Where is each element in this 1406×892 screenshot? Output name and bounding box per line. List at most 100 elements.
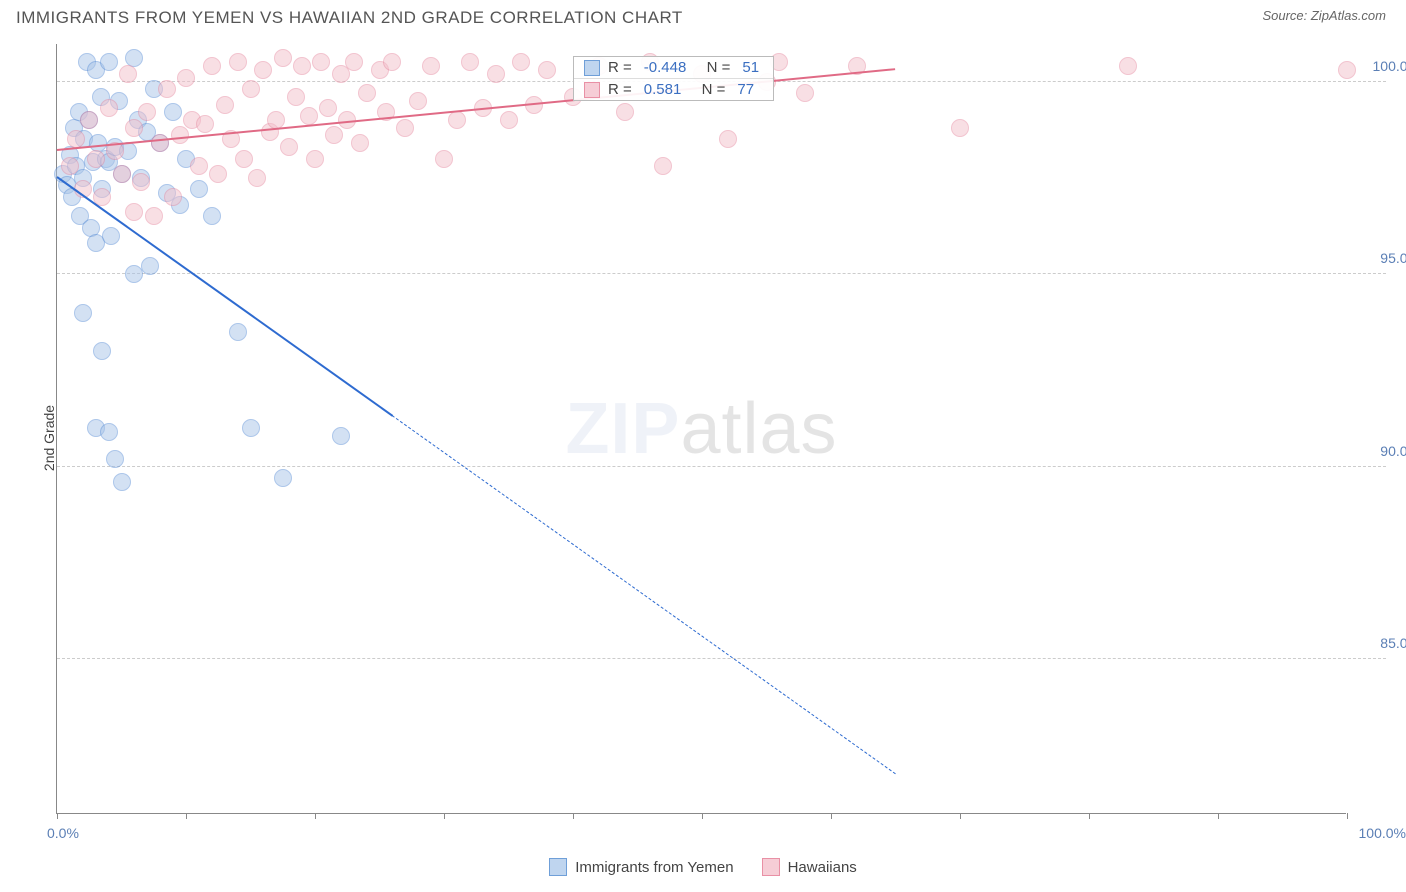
- x-tick: [702, 813, 703, 819]
- scatter-point-yemen: [242, 419, 260, 437]
- scatter-point-hawaiians: [654, 157, 672, 175]
- scatter-point-hawaiians: [1119, 57, 1137, 75]
- scatter-point-hawaiians: [512, 53, 530, 71]
- scatter-point-hawaiians: [274, 49, 292, 67]
- stats-n-value: 77: [733, 81, 758, 98]
- y-tick-label: 100.0%: [1373, 58, 1406, 74]
- scatter-point-hawaiians: [319, 99, 337, 117]
- scatter-point-hawaiians: [351, 134, 369, 152]
- scatter-point-hawaiians: [422, 57, 440, 75]
- x-tick: [573, 813, 574, 819]
- scatter-point-hawaiians: [538, 61, 556, 79]
- scatter-point-hawaiians: [216, 96, 234, 114]
- scatter-point-hawaiians: [151, 134, 169, 152]
- scatter-point-yemen: [100, 423, 118, 441]
- stats-row-hawaiians: R = 0.581 N = 77: [574, 79, 773, 100]
- scatter-point-hawaiians: [196, 115, 214, 133]
- scatter-point-hawaiians: [113, 165, 131, 183]
- scatter-point-yemen: [332, 427, 350, 445]
- scatter-point-hawaiians: [306, 150, 324, 168]
- x-tick: [57, 813, 58, 819]
- scatter-point-hawaiians: [409, 92, 427, 110]
- scatter-point-hawaiians: [209, 165, 227, 183]
- scatter-point-hawaiians: [500, 111, 518, 129]
- scatter-point-yemen: [190, 180, 208, 198]
- stats-r-value: -0.448: [640, 59, 691, 76]
- scatter-point-hawaiians: [396, 119, 414, 137]
- scatter-point-hawaiians: [229, 53, 247, 71]
- stats-row-yemen: R = -0.448 N = 51: [574, 57, 773, 79]
- gridline-h: [57, 658, 1386, 659]
- scatter-point-hawaiians: [796, 84, 814, 102]
- legend-item-yemen: Immigrants from Yemen: [549, 858, 733, 876]
- legend-swatch-icon: [584, 82, 600, 98]
- scatter-point-hawaiians: [345, 53, 363, 71]
- x-tick: [186, 813, 187, 819]
- scatter-point-hawaiians: [80, 111, 98, 129]
- stats-n-label: N =: [698, 59, 730, 76]
- scatter-point-yemen: [113, 473, 131, 491]
- chart-area: 2nd Grade ZIPatlas 0.0% 100.0% 85.0%90.0…: [48, 44, 1386, 832]
- stats-r-value: 0.581: [640, 81, 686, 98]
- scatter-point-yemen: [93, 342, 111, 360]
- stats-r-label: R =: [608, 59, 632, 76]
- scatter-point-hawaiians: [461, 53, 479, 71]
- trend-line: [392, 416, 896, 775]
- y-tick-label: 85.0%: [1380, 635, 1406, 651]
- scatter-point-hawaiians: [293, 57, 311, 75]
- legend-swatch-icon: [762, 858, 780, 876]
- scatter-point-hawaiians: [616, 103, 634, 121]
- scatter-point-hawaiians: [435, 150, 453, 168]
- x-tick: [1089, 813, 1090, 819]
- y-tick-label: 95.0%: [1380, 250, 1406, 266]
- scatter-point-yemen: [125, 265, 143, 283]
- scatter-point-hawaiians: [719, 130, 737, 148]
- scatter-point-yemen: [229, 323, 247, 341]
- legend-label: Immigrants from Yemen: [575, 859, 733, 876]
- legend-item-hawaiians: Hawaiians: [762, 858, 857, 876]
- scatter-point-hawaiians: [87, 150, 105, 168]
- stats-r-label: R =: [608, 81, 632, 98]
- scatter-point-yemen: [203, 207, 221, 225]
- scatter-point-hawaiians: [100, 99, 118, 117]
- scatter-point-hawaiians: [254, 61, 272, 79]
- scatter-point-hawaiians: [125, 119, 143, 137]
- scatter-point-hawaiians: [138, 103, 156, 121]
- scatter-point-hawaiians: [300, 107, 318, 125]
- y-tick-label: 90.0%: [1380, 443, 1406, 459]
- scatter-point-yemen: [102, 227, 120, 245]
- legend-swatch-icon: [584, 60, 600, 76]
- scatter-point-hawaiians: [242, 80, 260, 98]
- stats-n-value: 51: [738, 59, 763, 76]
- scatter-point-hawaiians: [248, 169, 266, 187]
- scatter-point-hawaiians: [125, 203, 143, 221]
- x-axis-min-label: 0.0%: [47, 825, 79, 841]
- x-tick: [1347, 813, 1348, 819]
- scatter-point-hawaiians: [171, 126, 189, 144]
- scatter-point-hawaiians: [358, 84, 376, 102]
- scatter-point-hawaiians: [61, 157, 79, 175]
- scatter-point-yemen: [106, 450, 124, 468]
- scatter-point-hawaiians: [325, 126, 343, 144]
- source-credit: Source: ZipAtlas.com: [1262, 8, 1386, 23]
- stats-box: R =-0.448 N =51R =0.581 N =77: [573, 56, 774, 101]
- gridline-h: [57, 273, 1386, 274]
- bottom-legend: Immigrants from Yemen Hawaiians: [0, 858, 1406, 876]
- scatter-point-hawaiians: [448, 111, 466, 129]
- watermark: ZIPatlas: [565, 388, 837, 470]
- x-tick: [315, 813, 316, 819]
- legend-swatch-icon: [549, 858, 567, 876]
- scatter-point-yemen: [141, 257, 159, 275]
- y-axis-label: 2nd Grade: [41, 405, 57, 471]
- scatter-point-hawaiians: [1338, 61, 1356, 79]
- scatter-point-hawaiians: [177, 69, 195, 87]
- x-axis-max-label: 100.0%: [1359, 825, 1406, 841]
- x-tick: [960, 813, 961, 819]
- chart-title: IMMIGRANTS FROM YEMEN VS HAWAIIAN 2ND GR…: [16, 8, 683, 28]
- scatter-point-yemen: [74, 304, 92, 322]
- scatter-point-hawaiians: [235, 150, 253, 168]
- stats-n-label: N =: [693, 81, 725, 98]
- scatter-point-hawaiians: [383, 53, 401, 71]
- scatter-point-yemen: [100, 53, 118, 71]
- scatter-point-yemen: [274, 469, 292, 487]
